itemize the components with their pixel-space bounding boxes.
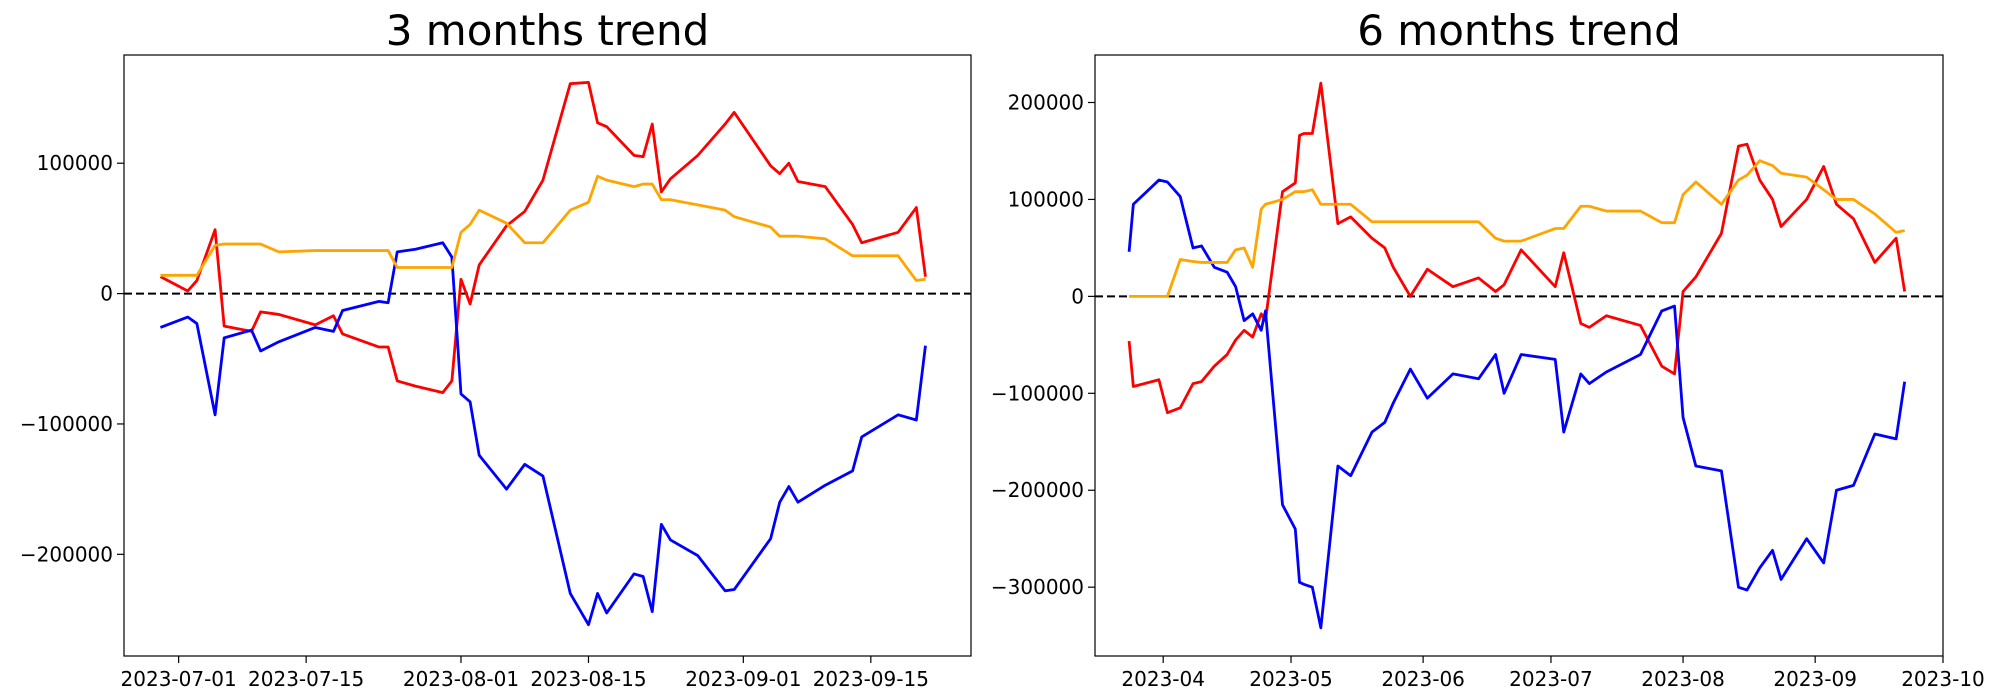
series-line bbox=[160, 174, 926, 282]
series-line bbox=[1127, 81, 1907, 415]
x-tick-label: 2023-10 bbox=[1901, 667, 1985, 691]
x-tick-label: 2023-08 bbox=[1641, 667, 1725, 691]
x-tick-label: 2023-04 bbox=[1121, 667, 1205, 691]
y-tick-label: 100000 bbox=[1008, 187, 1084, 211]
series-line bbox=[1129, 159, 1905, 298]
x-tick-label: 2023-09-01 bbox=[685, 667, 801, 691]
y-tick-label: −300000 bbox=[991, 575, 1084, 599]
y-tick-label: −100000 bbox=[991, 381, 1084, 405]
x-tick-label: 2023-05 bbox=[1249, 667, 1333, 691]
plot-frame bbox=[123, 54, 972, 657]
plot-frame bbox=[1094, 54, 1944, 657]
y-tick-label: 100000 bbox=[37, 151, 113, 175]
x-tick-label: 2023-08-15 bbox=[530, 667, 646, 691]
series-line bbox=[159, 80, 927, 395]
y-tick-label: −200000 bbox=[20, 542, 113, 566]
y-tick-label: −100000 bbox=[20, 412, 113, 436]
x-tick-label: 2023-09-15 bbox=[813, 667, 929, 691]
x-tick-label: 2023-07 bbox=[1509, 667, 1593, 691]
x-tick-label: 2023-07-15 bbox=[248, 667, 364, 691]
series-line bbox=[159, 241, 927, 627]
chart-title: 6 months trend bbox=[1357, 6, 1681, 55]
chart-title: 3 months trend bbox=[386, 6, 710, 55]
y-tick-label: 0 bbox=[100, 282, 113, 306]
y-tick-label: −200000 bbox=[991, 478, 1084, 502]
x-tick-label: 2023-07-01 bbox=[121, 667, 237, 691]
x-tick-label: 2023-06 bbox=[1381, 667, 1465, 691]
x-tick-label: 2023-09 bbox=[1773, 667, 1857, 691]
series-line bbox=[1127, 178, 1907, 630]
y-tick-label: 0 bbox=[1071, 284, 1084, 308]
x-tick-label: 2023-08-01 bbox=[403, 667, 519, 691]
y-tick-label: 200000 bbox=[1008, 90, 1084, 114]
